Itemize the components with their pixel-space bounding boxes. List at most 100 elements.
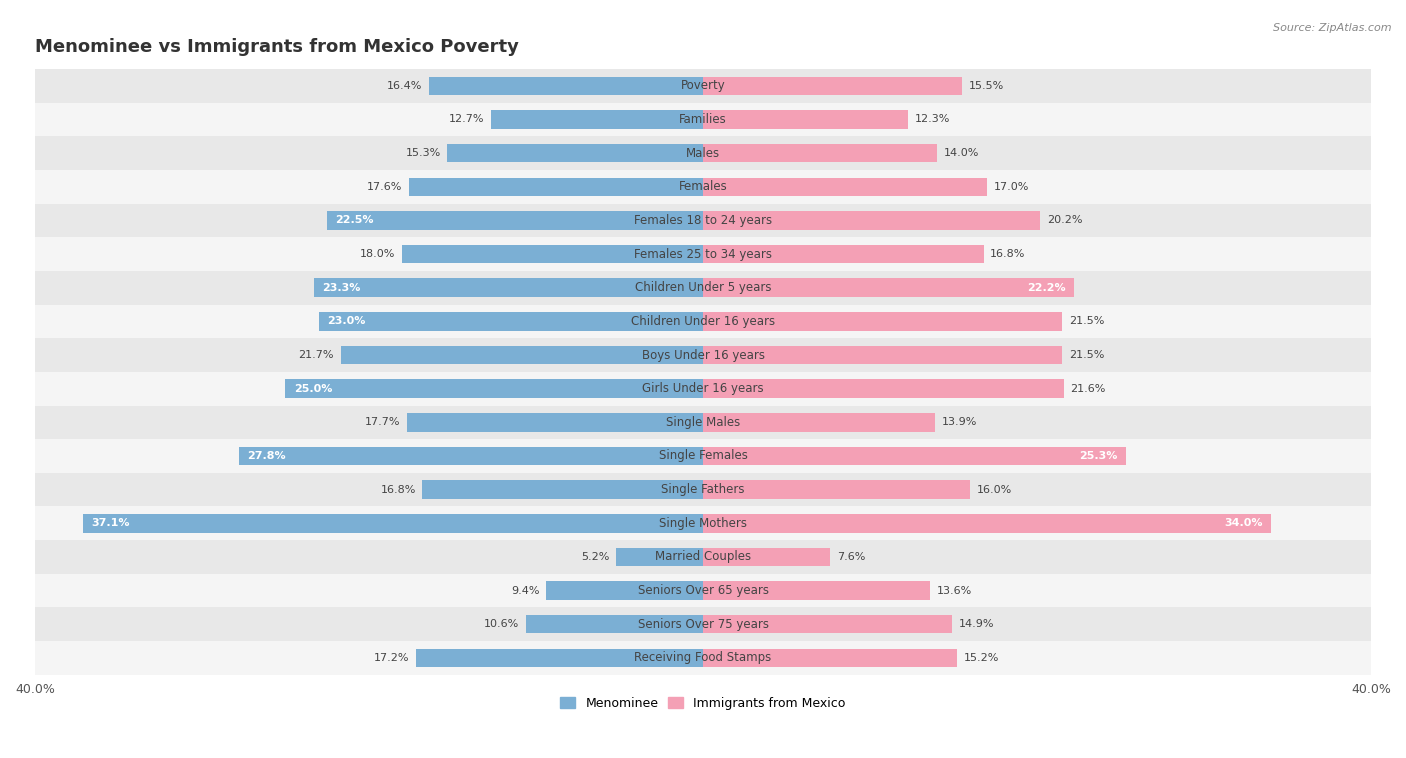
Bar [409,177,703,196]
Bar [35,641,1371,675]
Text: Families: Families [679,113,727,126]
Text: Seniors Over 65 years: Seniors Over 65 years [637,584,769,597]
Bar [35,204,1371,237]
Text: 9.4%: 9.4% [510,586,540,596]
Bar [546,581,703,600]
Bar [319,312,703,330]
Text: 17.7%: 17.7% [366,418,401,428]
Bar [35,170,1371,204]
Bar [35,406,1371,439]
Bar [35,305,1371,338]
Text: Girls Under 16 years: Girls Under 16 years [643,382,763,395]
Text: Married Couples: Married Couples [655,550,751,563]
Text: 25.3%: 25.3% [1078,451,1118,461]
Text: 5.2%: 5.2% [581,552,609,562]
Bar [703,481,970,499]
Bar [408,413,703,431]
Bar [447,144,703,162]
Text: 22.2%: 22.2% [1026,283,1066,293]
Text: 10.6%: 10.6% [484,619,519,629]
Bar [35,338,1371,372]
Bar [35,607,1371,641]
Text: 21.6%: 21.6% [1070,384,1105,393]
Text: Females 18 to 24 years: Females 18 to 24 years [634,214,772,227]
Text: Seniors Over 75 years: Seniors Over 75 years [637,618,769,631]
Text: 25.0%: 25.0% [294,384,332,393]
Text: 17.2%: 17.2% [374,653,409,663]
Text: 23.3%: 23.3% [322,283,360,293]
Text: 16.0%: 16.0% [977,484,1012,495]
Bar [703,77,962,95]
Bar [340,346,703,365]
Text: Boys Under 16 years: Boys Under 16 years [641,349,765,362]
Bar [422,481,703,499]
Text: 18.0%: 18.0% [360,249,395,259]
Text: 16.8%: 16.8% [990,249,1025,259]
Bar [526,615,703,634]
Bar [35,506,1371,540]
Bar [703,413,935,431]
Text: Children Under 16 years: Children Under 16 years [631,315,775,328]
Bar [83,514,703,533]
Bar [703,514,1271,533]
Text: Single Males: Single Males [666,416,740,429]
Text: Single Mothers: Single Mothers [659,517,747,530]
Legend: Menominee, Immigrants from Mexico: Menominee, Immigrants from Mexico [555,692,851,715]
Bar [703,110,908,129]
Bar [35,473,1371,506]
Text: Females: Females [679,180,727,193]
Bar [285,380,703,398]
Text: Males: Males [686,146,720,160]
Bar [703,649,957,667]
Bar [402,245,703,263]
Bar [703,380,1064,398]
Bar [35,136,1371,170]
Text: 12.3%: 12.3% [915,114,950,124]
Text: 15.2%: 15.2% [963,653,998,663]
Bar [703,346,1062,365]
Bar [35,237,1371,271]
Bar [416,649,703,667]
Text: Menominee vs Immigrants from Mexico Poverty: Menominee vs Immigrants from Mexico Pove… [35,38,519,56]
Text: 16.8%: 16.8% [381,484,416,495]
Text: 14.9%: 14.9% [959,619,994,629]
Text: 13.6%: 13.6% [936,586,972,596]
Text: Single Females: Single Females [658,449,748,462]
Text: 15.5%: 15.5% [969,81,1004,91]
Text: 21.5%: 21.5% [1069,316,1104,327]
Bar [314,278,703,297]
Text: 21.7%: 21.7% [298,350,333,360]
Text: 23.0%: 23.0% [328,316,366,327]
Text: 22.5%: 22.5% [336,215,374,225]
Text: 37.1%: 37.1% [91,518,131,528]
Bar [703,446,1126,465]
Bar [35,540,1371,574]
Text: 27.8%: 27.8% [247,451,285,461]
Text: 34.0%: 34.0% [1225,518,1263,528]
Text: 21.5%: 21.5% [1069,350,1104,360]
Bar [616,548,703,566]
Bar [703,615,952,634]
Bar [703,278,1074,297]
Bar [35,574,1371,607]
Bar [703,211,1040,230]
Bar [703,548,830,566]
Bar [35,102,1371,136]
Text: Poverty: Poverty [681,80,725,92]
Text: 15.3%: 15.3% [405,148,441,158]
Bar [703,245,984,263]
Text: 12.7%: 12.7% [449,114,484,124]
Bar [328,211,703,230]
Bar [703,581,931,600]
Bar [239,446,703,465]
Text: Source: ZipAtlas.com: Source: ZipAtlas.com [1274,23,1392,33]
Text: 17.0%: 17.0% [994,182,1029,192]
Text: 20.2%: 20.2% [1047,215,1083,225]
Text: 7.6%: 7.6% [837,552,865,562]
Text: Females 25 to 34 years: Females 25 to 34 years [634,248,772,261]
Bar [35,69,1371,102]
Text: Receiving Food Stamps: Receiving Food Stamps [634,651,772,664]
Text: 17.6%: 17.6% [367,182,402,192]
Text: Children Under 5 years: Children Under 5 years [634,281,772,294]
Bar [35,372,1371,406]
